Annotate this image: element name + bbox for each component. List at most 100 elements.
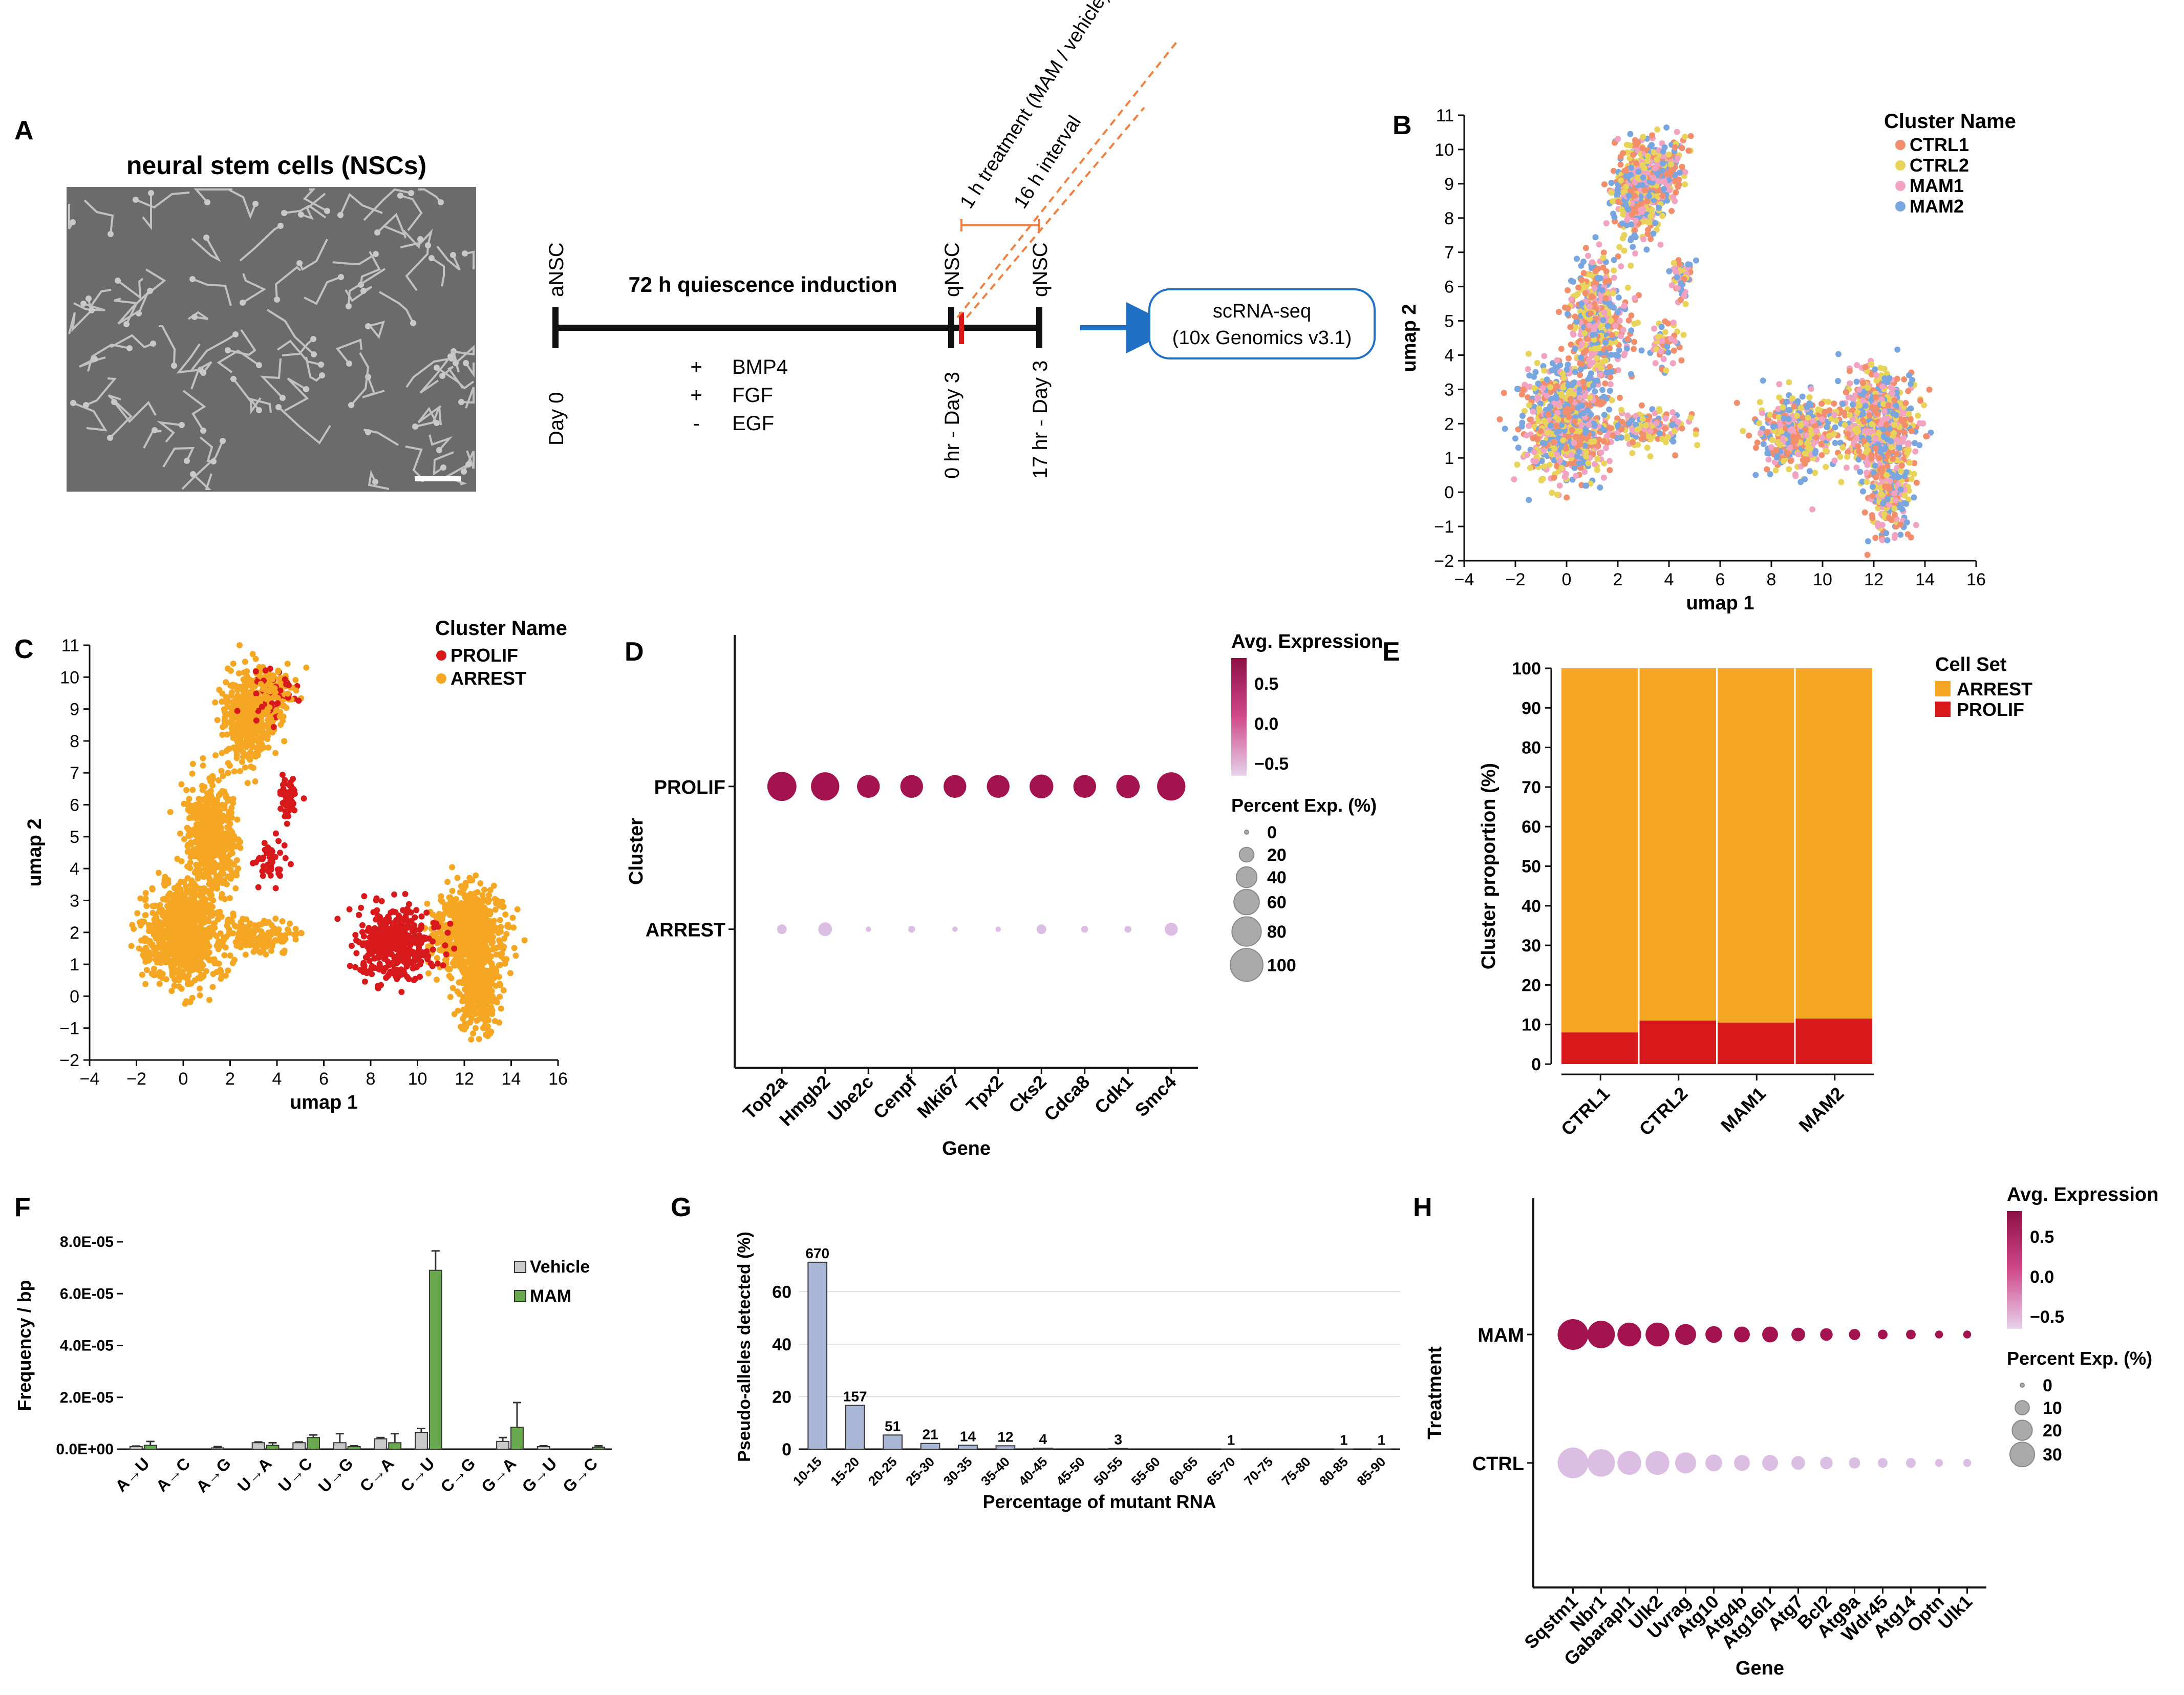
- umap-b-point: [1861, 438, 1867, 444]
- umap-b-point: [1639, 145, 1646, 152]
- umap-b-point: [1662, 415, 1669, 422]
- umap-b-point: [1601, 309, 1608, 316]
- umap-b-point: [1672, 452, 1679, 459]
- umap-c-x-tick-label: 14: [502, 1069, 521, 1089]
- umap-b-point: [1574, 291, 1581, 298]
- umap-b-point: [1614, 186, 1621, 193]
- umap-b-point: [1879, 383, 1886, 390]
- umap-b-point: [1628, 262, 1634, 269]
- umap-b-point: [1847, 368, 1853, 374]
- legend-b-ctrl1: CTRL1: [1910, 134, 1969, 155]
- umap-b-point: [1661, 178, 1668, 185]
- umap-b-point: [1602, 357, 1609, 364]
- umap-b-point: [1873, 372, 1879, 378]
- cell-body: [298, 211, 304, 218]
- umap-c-y-label: umap 2: [24, 818, 46, 886]
- umap-b-point: [1886, 515, 1892, 521]
- umap-c-point: [142, 890, 149, 896]
- cell-body: [410, 320, 416, 326]
- umap-c-y-tick-label: 6: [70, 796, 79, 815]
- umap-b-point: [1835, 378, 1842, 385]
- umap-b-point: [1625, 317, 1632, 324]
- umap-c-point: [134, 910, 141, 917]
- umap-b-point: [1587, 362, 1594, 368]
- umap-b-point: [1802, 450, 1808, 457]
- neurite: [182, 390, 206, 432]
- neurite: [162, 447, 195, 468]
- umap-b-point: [1625, 206, 1632, 213]
- umap-c-point: [170, 896, 177, 903]
- umap-b-point: [1888, 444, 1895, 451]
- umap-b-point: [1839, 444, 1846, 451]
- cell-body: [434, 420, 440, 426]
- umap-b-point: [1547, 404, 1554, 410]
- neurite: [260, 358, 284, 399]
- umap-c-point: [221, 952, 228, 959]
- umap-c-y-tick-label: 4: [70, 859, 79, 879]
- umap-b-point: [1514, 386, 1521, 392]
- umap-b-point: [1770, 423, 1776, 430]
- cell-body: [447, 353, 454, 359]
- umap-c-point: [179, 969, 186, 976]
- umap-c-point: [209, 984, 216, 990]
- umap-b-point: [1904, 531, 1911, 538]
- umap-b-point: [1786, 379, 1792, 386]
- start-state-label: aNSC: [545, 242, 568, 297]
- umap-b-point: [1640, 174, 1646, 181]
- umap-b-point: [1894, 346, 1901, 353]
- umap-b-point: [1859, 380, 1866, 386]
- umap-b-point: [1558, 346, 1565, 352]
- umap-b-point: [1868, 361, 1874, 368]
- umap-b-point: [1659, 193, 1666, 199]
- umap-b-point: [1881, 416, 1888, 422]
- umap-c-point: [152, 948, 159, 955]
- panel-letter-b: B: [1393, 111, 1412, 140]
- neurite: [227, 329, 256, 356]
- umap-b-point: [1534, 394, 1540, 401]
- umap-b-point: [1559, 370, 1566, 377]
- umap-b-point: [1854, 409, 1861, 416]
- umap-b-point: [1580, 378, 1587, 385]
- cell-body: [425, 242, 431, 248]
- umap-b-point: [1551, 439, 1557, 446]
- umap-b-point: [1588, 438, 1595, 445]
- legend-b-mam1: MAM1: [1910, 175, 1964, 196]
- umap-b-point: [1773, 454, 1780, 460]
- umap-b-point: [1640, 206, 1646, 213]
- umap-b-point: [1624, 412, 1631, 419]
- umap-b-point: [1556, 457, 1563, 464]
- umap-b-point: [1760, 441, 1767, 447]
- cell-body: [232, 331, 239, 337]
- umap-b-point: [1560, 437, 1567, 443]
- neurite: [461, 387, 475, 409]
- cell-body: [70, 400, 76, 406]
- umap-b-x-tick-label: 16: [1966, 570, 1986, 589]
- umap-b-point: [1530, 408, 1536, 415]
- umap-b-point: [1678, 280, 1684, 287]
- umap-c-point: [183, 787, 189, 793]
- umap-c-point: [201, 916, 208, 922]
- umap-b-point: [1515, 444, 1522, 451]
- umap-b-point: [1597, 351, 1603, 357]
- umap-b-point: [1808, 431, 1815, 437]
- umap-b-point: [1853, 378, 1860, 385]
- umap-b-x-tick-label: 8: [1767, 570, 1776, 589]
- umap-b-point: [1615, 294, 1622, 301]
- umap-b-point: [1589, 259, 1595, 266]
- umap-b-point: [1541, 463, 1548, 470]
- panel-letter-a: A: [14, 116, 34, 145]
- umap-b-point: [1754, 439, 1761, 446]
- umap-b-point: [1602, 444, 1609, 451]
- umap-b-point: [1602, 259, 1609, 265]
- umap-c-point: [172, 943, 178, 949]
- umap-b-point: [1665, 349, 1672, 356]
- umap-c-y-tick-label: −2: [59, 1051, 79, 1070]
- neurite: [192, 473, 212, 490]
- umap-b-point: [1558, 464, 1565, 471]
- umap-c-y-tick-label: 9: [70, 700, 79, 719]
- umap-b-point: [1588, 310, 1594, 317]
- umap-b-point: [1865, 428, 1871, 435]
- neurite: [363, 188, 412, 221]
- umap-c-point: [225, 967, 231, 974]
- cell-body: [230, 376, 237, 382]
